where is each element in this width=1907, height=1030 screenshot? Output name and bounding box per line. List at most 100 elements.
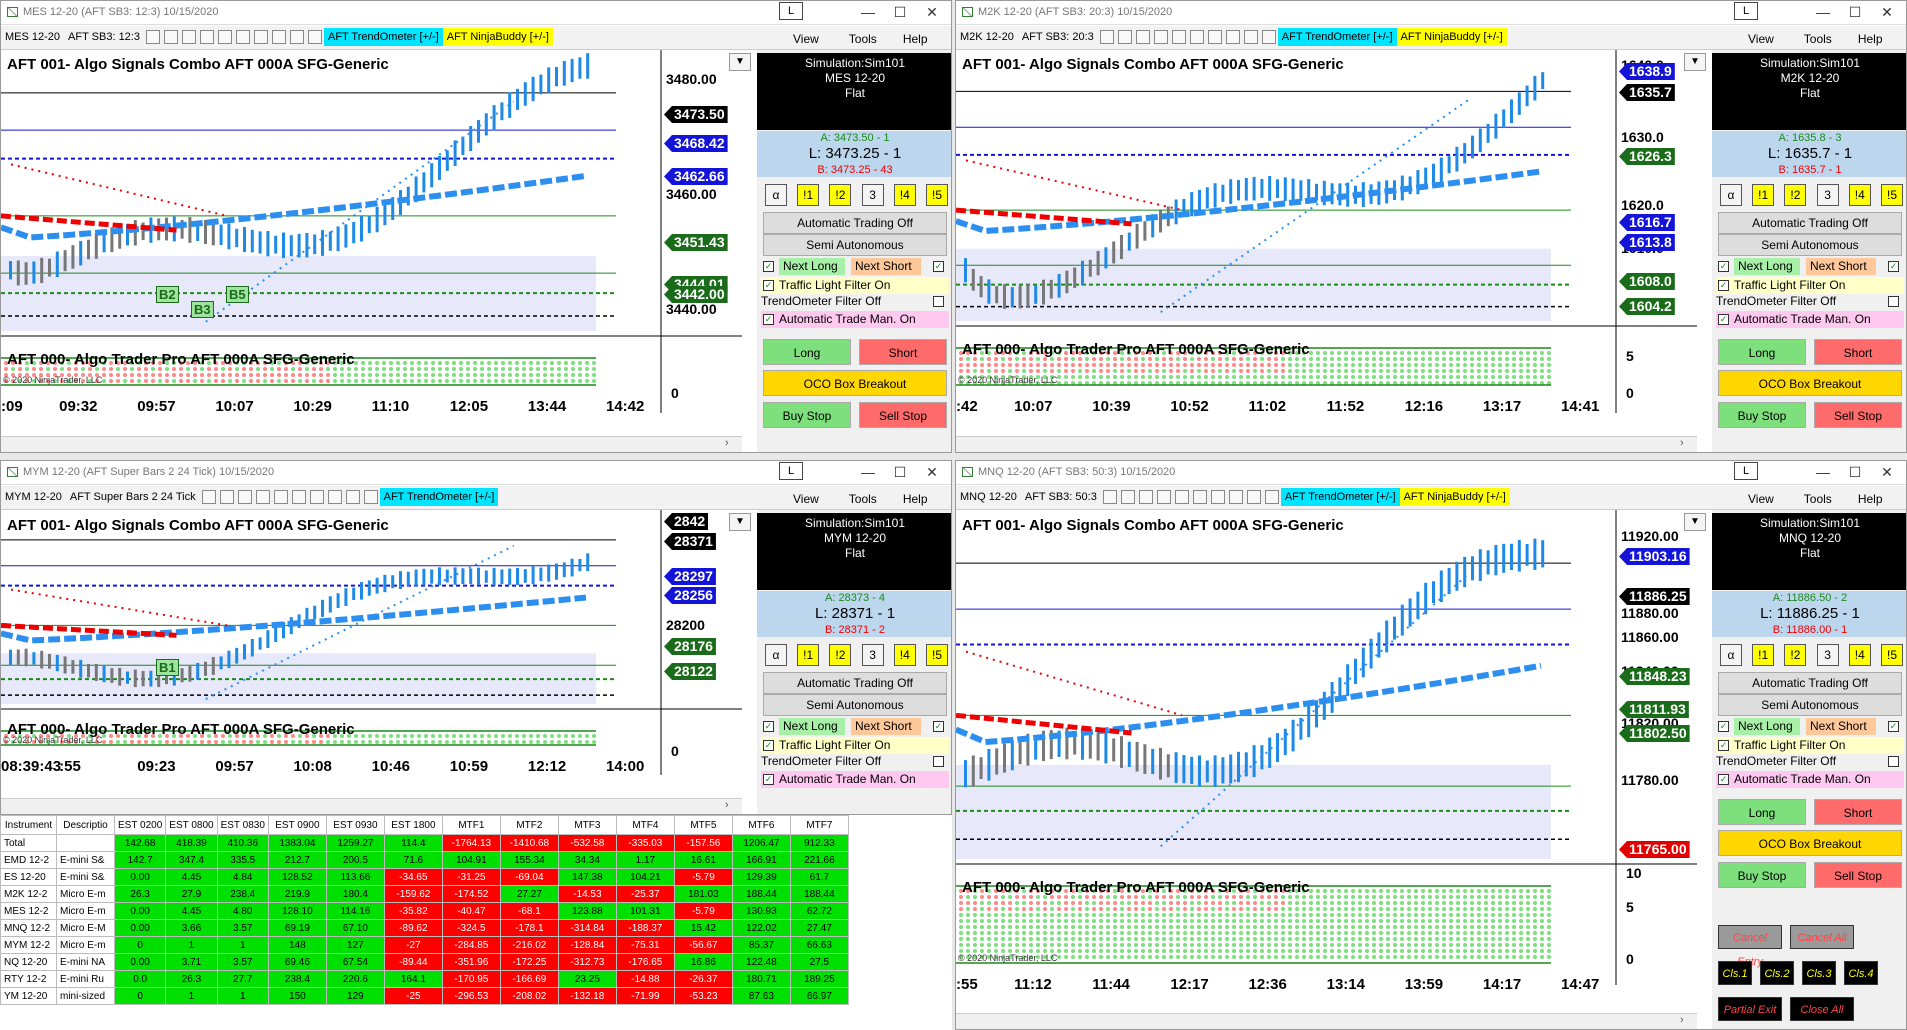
cls2-button[interactable]: Cls.2 xyxy=(1760,961,1794,985)
column-header[interactable]: EST 0930 xyxy=(325,815,385,835)
traffic-light-checkbox[interactable]: ✓ xyxy=(1718,280,1729,291)
bars-type-selector[interactable]: AFT SB3: 20:3 xyxy=(1021,31,1094,43)
menu-view[interactable]: View xyxy=(793,32,819,46)
semi-autonomous-button[interactable]: Semi Autonomous xyxy=(763,234,947,256)
qty-button-q1[interactable]: !1 xyxy=(797,184,820,206)
short-button[interactable]: Short xyxy=(1814,339,1902,365)
trendometer-tag[interactable]: AFT TrendOmeter [+/-] xyxy=(1280,488,1400,506)
qty-button-alpha[interactable]: α xyxy=(1720,184,1742,206)
order-icon[interactable] xyxy=(1261,30,1276,44)
qty-button-q4[interactable]: !4 xyxy=(1848,644,1871,666)
bars-type-selector[interactable]: AFT Super Bars 2 24 Tick xyxy=(69,491,196,503)
traffic-light-checkbox[interactable]: ✓ xyxy=(763,740,774,751)
long-button[interactable]: Long xyxy=(1718,799,1806,825)
menu-help[interactable]: Help xyxy=(902,492,928,506)
ninjabuddy-tag[interactable]: AFT NinjaBuddy [+/-] xyxy=(442,28,553,46)
menu-tools[interactable]: Tools xyxy=(848,492,877,506)
qty-button-q4[interactable]: !4 xyxy=(1848,184,1871,206)
auto-trade-checkbox[interactable]: ✓ xyxy=(763,774,774,785)
cancel-all-button[interactable]: Cancel All xyxy=(1790,925,1854,949)
bars-type-selector[interactable]: AFT SB3: 50:3 xyxy=(1024,491,1097,503)
link-button[interactable]: L xyxy=(1734,2,1758,20)
oco-button[interactable]: OCO Box Breakout xyxy=(763,370,947,396)
column-header[interactable]: EST 0830 xyxy=(216,815,269,835)
indicator-icon[interactable] xyxy=(1138,490,1153,504)
column-header[interactable]: MTF5 xyxy=(673,815,733,835)
qty-button-alpha[interactable]: α xyxy=(1720,644,1742,666)
maximize-icon[interactable]: ☐ xyxy=(1848,464,1862,480)
column-header[interactable]: EST 0800 xyxy=(165,815,218,835)
buy-stop-button[interactable]: Buy Stop xyxy=(1718,402,1806,428)
traffic-light-checkbox[interactable]: ✓ xyxy=(1718,740,1729,751)
minimize-icon[interactable]: — xyxy=(1816,464,1830,480)
horizontal-scrollbar[interactable] xyxy=(1,436,742,452)
table-row[interactable]: RTY 12-2 E-mini Ru 0.0 26.3 27.7 238.4 220.6 16… xyxy=(0,970,849,988)
dropdown-icon[interactable]: ▼ xyxy=(1684,53,1706,71)
next-short-checkbox[interactable]: ✓ xyxy=(1888,261,1899,272)
trendometer-tag[interactable]: AFT TrendOmeter [+/-] xyxy=(1277,28,1397,46)
menu-help[interactable]: Help xyxy=(902,32,928,46)
crosshair-icon[interactable] xyxy=(199,30,214,44)
bar-style-icon[interactable] xyxy=(1099,30,1114,44)
title-bar[interactable]: MYM 12-20 (AFT Super Bars 2 24 Tick) 10/… xyxy=(1,461,951,485)
instrument-selector[interactable]: MNQ 12-20 xyxy=(960,491,1017,503)
long-button[interactable]: Long xyxy=(1718,339,1806,365)
qty-button-q3[interactable]: 3 xyxy=(861,644,884,666)
cls4-button[interactable]: Cls.4 xyxy=(1844,961,1878,985)
title-bar[interactable]: M2K 12-20 (AFT SB3: 20:3) 10/15/2020 L — ☐ ✕ xyxy=(956,1,1906,25)
link-button[interactable]: L xyxy=(779,2,803,20)
column-header[interactable]: EST 0900 xyxy=(267,815,327,835)
short-button[interactable]: Short xyxy=(859,339,947,365)
qty-button-alpha[interactable]: α xyxy=(765,184,787,206)
indicator-icon[interactable] xyxy=(1135,30,1150,44)
qty-button-q5[interactable]: !5 xyxy=(926,644,948,666)
qty-button-q3[interactable]: 3 xyxy=(1816,644,1839,666)
column-header[interactable]: EST 1800 xyxy=(383,815,443,835)
scroll-right-icon[interactable]: › xyxy=(725,437,729,449)
crosshair-icon[interactable] xyxy=(1153,30,1168,44)
menu-view[interactable]: View xyxy=(793,492,819,506)
dropdown-icon[interactable]: ▼ xyxy=(1684,513,1706,531)
instrument-selector[interactable]: MES 12-20 xyxy=(5,31,61,43)
menu-tools[interactable]: Tools xyxy=(1803,492,1832,506)
menu-help[interactable]: Help xyxy=(1857,492,1883,506)
qty-button-q2[interactable]: !2 xyxy=(829,184,852,206)
link-button[interactable]: L xyxy=(1734,462,1758,480)
qty-button-q5[interactable]: !5 xyxy=(926,184,948,206)
column-header[interactable]: MTF3 xyxy=(557,815,617,835)
bar-style-icon[interactable] xyxy=(1102,490,1117,504)
table-row[interactable]: ES 12-20 E-mini S& 0.00 4.45 4.84 128.52 113.6… xyxy=(0,868,849,886)
qty-button-q1[interactable]: !1 xyxy=(1752,184,1775,206)
indicator-icon[interactable] xyxy=(181,30,196,44)
instrument-selector[interactable]: M2K 12-20 xyxy=(960,31,1014,43)
price-chart[interactable]: AFT 001- Algo Signals Combo AFT 000A SFG… xyxy=(1,510,742,810)
data-box-icon[interactable] xyxy=(1228,490,1243,504)
table-row[interactable]: Total 142.68 418.39 410.36 1383.04 1259.27 114… xyxy=(0,834,849,852)
oco-button[interactable]: OCO Box Breakout xyxy=(1718,830,1902,856)
semi-autonomous-button[interactable]: Semi Autonomous xyxy=(1718,234,1902,256)
auto-trading-button[interactable]: Automatic Trading Off xyxy=(763,672,947,694)
column-header[interactable]: Descriptio xyxy=(56,815,115,835)
title-bar[interactable]: MNQ 12-20 (AFT SB3: 50:3) 10/15/2020 L — ☐ ✕ xyxy=(956,461,1906,485)
scroll-right-icon[interactable]: › xyxy=(725,799,729,811)
menu-tools[interactable]: Tools xyxy=(1803,32,1832,46)
maximize-icon[interactable]: ☐ xyxy=(893,464,907,480)
crosshair-icon[interactable] xyxy=(255,490,270,504)
column-header[interactable]: EST 0200 xyxy=(113,815,167,835)
next-short-checkbox[interactable]: ✓ xyxy=(933,721,944,732)
traffic-light-checkbox[interactable]: ✓ xyxy=(763,280,774,291)
qty-button-q2[interactable]: !2 xyxy=(1784,644,1807,666)
close-icon[interactable]: ✕ xyxy=(926,4,938,20)
price-chart[interactable]: AFT 001- Algo Signals Combo AFT 000A SFG… xyxy=(956,510,1697,1020)
drawing-tool-icon[interactable] xyxy=(1117,30,1132,44)
scroll-right-icon[interactable]: › xyxy=(1680,437,1684,449)
qty-button-q5[interactable]: !5 xyxy=(1881,184,1903,206)
maximize-icon[interactable]: ☐ xyxy=(893,4,907,20)
properties-icon[interactable] xyxy=(1192,490,1207,504)
table-row[interactable]: MYM 12-2 Micro E-m 0 1 1 148 127 -27 -284.85 -216… xyxy=(0,936,849,954)
drawing-tool-icon[interactable] xyxy=(163,30,178,44)
next-short-checkbox[interactable]: ✓ xyxy=(1888,721,1899,732)
menu-help[interactable]: Help xyxy=(1857,32,1883,46)
scroll-right-icon[interactable]: › xyxy=(1680,1014,1684,1026)
table-row[interactable]: YM 12-20 mini-sized 0 1 1 150 129 -25 -296.53 -20… xyxy=(0,987,849,1005)
